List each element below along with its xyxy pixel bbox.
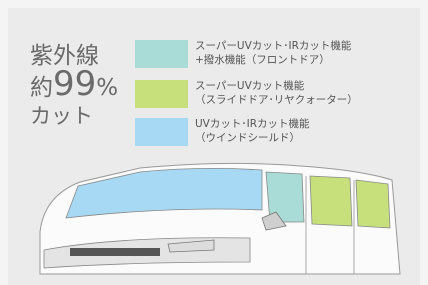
slide-door-window xyxy=(310,176,352,226)
page: 紫外線 約99% カット スーパーUVカット･IRカット機能 +撥水機能（フロン… xyxy=(0,0,428,285)
grille xyxy=(70,248,160,256)
car-illustration xyxy=(0,0,428,285)
rear-quarter-window xyxy=(356,180,390,228)
